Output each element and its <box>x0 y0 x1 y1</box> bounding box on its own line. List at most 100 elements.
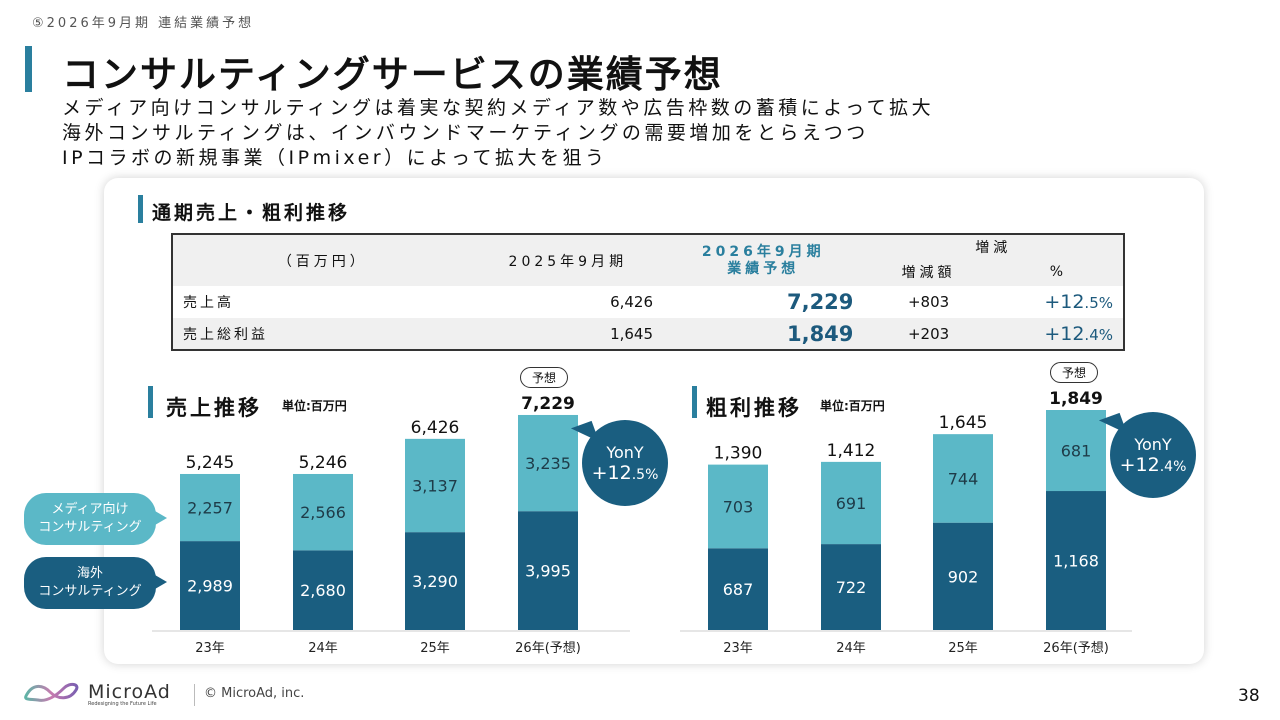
bar-label-overseas: 3,995 <box>525 562 571 581</box>
bar-overseas <box>708 548 768 630</box>
row-diff: +203 <box>907 324 950 343</box>
header-forecast-line2: 業績予想 <box>727 260 800 277</box>
bar-overseas <box>293 550 353 630</box>
row-label: 売上総利益 <box>183 326 268 343</box>
bar-label-media: 3,235 <box>525 454 571 473</box>
bar-overseas <box>933 522 993 630</box>
heading-accent-bar <box>138 195 143 223</box>
x-tick-label: 23年 <box>723 641 753 656</box>
subtitle-line: IPコラボの新規事業（IPmixer）によって拡大を狙う <box>62 147 608 169</box>
x-tick-label: 25年 <box>948 641 978 656</box>
x-tick-label: 23年 <box>195 641 225 656</box>
x-tick-label: 26年(予想) <box>515 640 581 656</box>
bar-label-media: 2,257 <box>187 499 233 518</box>
chart2-title: 粗利推移 <box>706 396 802 420</box>
bar-label-overseas: 3,290 <box>412 572 458 591</box>
chart1-accent-bar <box>148 386 153 418</box>
legend-overseas-line1: 海外 <box>76 566 103 581</box>
header-forecast-line1: 2026年9月期 <box>701 243 825 260</box>
legend-media-line1: メディア向け <box>51 502 129 517</box>
section-label: ⑤2026年9月期 連結業績予想 <box>32 16 255 31</box>
x-tick-label: 25年 <box>420 641 450 656</box>
microad-logo-icon <box>24 682 79 702</box>
row-diff: +803 <box>907 293 950 311</box>
brand-tagline: Redesigning the Future Life <box>88 701 157 707</box>
yony-main: +12 <box>1119 454 1160 476</box>
content-card <box>104 178 1204 664</box>
bar-label-overseas: 902 <box>948 567 979 586</box>
yony-label: YonY <box>1134 435 1172 454</box>
header-prev-year: 2025年9月期 <box>508 253 628 270</box>
bar-label-overseas: 2,680 <box>300 581 346 600</box>
footer-divider <box>194 684 195 706</box>
bar-total-label: 1,390 <box>714 444 763 464</box>
header-diff: 増減 <box>975 239 1012 256</box>
chart1-unit: 単位:百万円 <box>282 399 347 413</box>
bar-media <box>821 461 881 545</box>
brand-name: MicroAd <box>88 681 171 703</box>
yony-label: YonY <box>606 443 644 462</box>
row-pct-dec: .5% <box>1084 294 1113 312</box>
bar-media <box>708 464 768 549</box>
bar-label-media: 691 <box>836 494 867 513</box>
bar-total-label: 1,849 <box>1049 389 1103 409</box>
bar-overseas <box>1046 491 1106 630</box>
chart2-accent-bar <box>692 386 697 418</box>
summary-table: （百万円） 2025年9月期 2026年9月期 業績予想 増減 増減額 % 売上… <box>171 233 1125 351</box>
bar-media <box>518 414 578 512</box>
header-diff-pct: % <box>1049 264 1067 280</box>
row-prev: 6,426 <box>610 293 654 311</box>
x-tick-label: 26年(予想) <box>1043 640 1109 656</box>
bar-media <box>1046 410 1106 492</box>
row-prev: 1,645 <box>610 324 654 343</box>
summary-heading: 通期売上・粗利推移 <box>152 202 351 224</box>
bar-total-label: 1,412 <box>827 441 876 461</box>
row-forecast: 1,849 <box>786 321 854 346</box>
bar-total-label: 1,645 <box>939 413 988 433</box>
legend-callout-media: メディア向け コンサルティング <box>24 493 167 545</box>
bar-overseas <box>518 511 578 630</box>
page-title: コンサルティングサービスの業績予想 <box>62 53 723 96</box>
bar-media <box>180 473 240 542</box>
bar-label-overseas: 722 <box>836 578 867 597</box>
chart2-unit: 単位:百万円 <box>820 399 885 413</box>
chart2-yony-bubble: YonY +12.4% <box>1110 412 1196 498</box>
row-pct: +12.4% <box>994 318 1124 350</box>
subtitle-line: 海外コンサルティングは、インバウンドマーケティングの需要増加をとらえつつ <box>62 122 869 144</box>
x-tick-label: 24年 <box>308 641 338 656</box>
header-forecast: 2026年9月期 業績予想 <box>663 234 863 286</box>
row-pct: +12.5% <box>994 286 1124 318</box>
title-accent-bar <box>25 46 32 92</box>
bar-media <box>405 438 465 533</box>
chart1-forecast-pill: 予想 <box>520 367 569 388</box>
table-header-row: （百万円） 2025年9月期 2026年9月期 業績予想 増減 <box>172 234 1124 277</box>
yony-main: +12 <box>591 462 632 484</box>
bar-total-label: 5,246 <box>299 453 348 473</box>
bar-label-overseas: 2,989 <box>187 577 233 596</box>
chart1-yony-bubble: YonY +12.5% <box>582 420 668 506</box>
bar-total-label: 5,245 <box>186 453 235 473</box>
chart2-forecast-pill: 予想 <box>1050 362 1099 383</box>
bar-overseas <box>180 541 240 630</box>
row-pct-main: +12 <box>1044 322 1085 345</box>
legend-callout-overseas: 海外 コンサルティング <box>24 557 167 609</box>
chart1-title: 売上推移 <box>166 396 262 420</box>
header-unit: （百万円） <box>277 253 368 270</box>
table-row: 売上総利益 1,645 1,849 +203 +12.4% <box>172 318 1124 350</box>
x-tick-label: 24年 <box>836 641 866 656</box>
header-diff-amount: 増減額 <box>901 265 956 281</box>
row-pct-main: +12 <box>1044 291 1085 313</box>
page-number: 38 <box>1238 686 1260 706</box>
table-row: 売上高 6,426 7,229 +803 +12.5% <box>172 286 1124 318</box>
bar-label-media: 3,137 <box>412 477 458 496</box>
yony-dec: .4% <box>1159 459 1187 475</box>
bar-label-media: 2,566 <box>300 503 346 522</box>
bar-overseas <box>405 532 465 630</box>
legend-media-line2: コンサルティング <box>38 520 142 535</box>
legend-overseas-line2: コンサルティング <box>38 584 142 599</box>
row-pct-dec: .4% <box>1084 325 1113 344</box>
bar-media <box>933 434 993 523</box>
copyright: © MicroAd, inc. <box>204 686 305 701</box>
